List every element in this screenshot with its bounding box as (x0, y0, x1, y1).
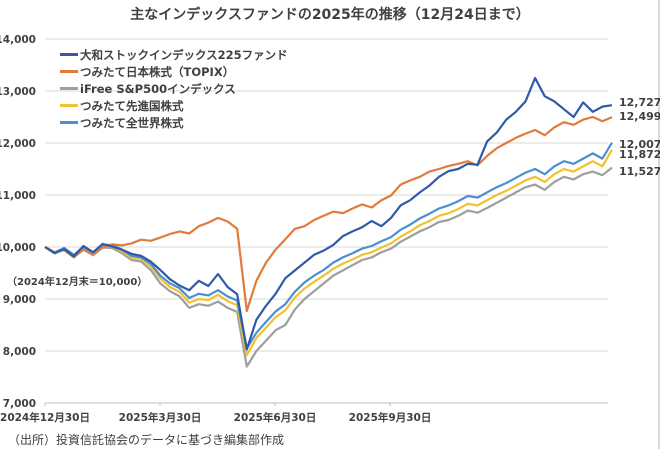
x-tick-label: 2025年3月30日 (119, 411, 202, 424)
legend-swatch (60, 87, 78, 90)
series-line (44, 142, 613, 350)
series-line (44, 166, 613, 368)
chart-title: 主なインデックスファンドの2025年の推移（12月24日まで） (130, 7, 530, 23)
legend-swatch (60, 121, 78, 124)
x-axis-ticks: 2024年12月30日 2025年3月30日 2025年6月30日 2025年9月30… (0, 403, 431, 424)
series-lines (44, 76, 613, 368)
end-value-label: 11,872 (619, 148, 660, 161)
series-line (44, 76, 613, 351)
legend-swatch (60, 53, 78, 56)
legend-item: つみたて先進国株式 (60, 97, 288, 114)
x-tick-label: 2025年9月30日 (349, 411, 432, 424)
y-tick-label: 12,000 (0, 138, 36, 150)
y-tick-label: 13,000 (0, 86, 36, 98)
y-tick-label: 11,000 (0, 190, 36, 202)
legend-label: 大和ストックインデックス225ファンド (80, 47, 288, 62)
legend-swatch (60, 104, 78, 107)
gridlines (45, 38, 608, 404)
legend-item: 大和ストックインデックス225ファンド (60, 46, 288, 63)
y-tick-label: 8,000 (3, 346, 36, 358)
y-tick-label: 9,000 (3, 294, 36, 306)
y-tick-label: 7,000 (3, 398, 36, 410)
legend-label: つみたて日本株式（TOPIX） (80, 64, 235, 79)
legend-label: つみたて全世界株式 (80, 115, 184, 130)
end-value-label: 11,527 (619, 165, 660, 178)
x-tick-label: 2024年12月30日 (0, 411, 90, 424)
series-line (44, 115, 613, 313)
source-note: （出所）投資信託協会のデータに基づき編集部作成 (8, 433, 285, 447)
x-tick-label: 2025年6月30日 (234, 411, 317, 424)
series-line (44, 149, 613, 357)
legend-label: つみたて先進国株式 (80, 98, 184, 113)
legend-item: つみたて全世界株式 (60, 114, 288, 131)
end-value-label: 12,499 (619, 110, 660, 123)
base-note: （2024年12月末＝10,000） (7, 277, 148, 288)
legend: 大和ストックインデックス225ファンド つみたて日本株式（TOPIX） iFre… (60, 46, 288, 131)
end-value-label: 12,727 (619, 96, 660, 109)
legend-label: iFree S&P500インデックス (80, 81, 236, 96)
y-tick-label: 10,000 (0, 242, 36, 254)
legend-item: iFree S&P500インデックス (60, 80, 288, 97)
legend-item: つみたて日本株式（TOPIX） (60, 63, 288, 80)
end-value-label: 12,007 (619, 138, 660, 151)
legend-swatch (60, 70, 78, 73)
y-axis-ticks: 14,000 13,000 12,000 11,000 10,000 9,000 8,000… (0, 34, 36, 410)
y-tick-label: 14,000 (0, 34, 36, 46)
